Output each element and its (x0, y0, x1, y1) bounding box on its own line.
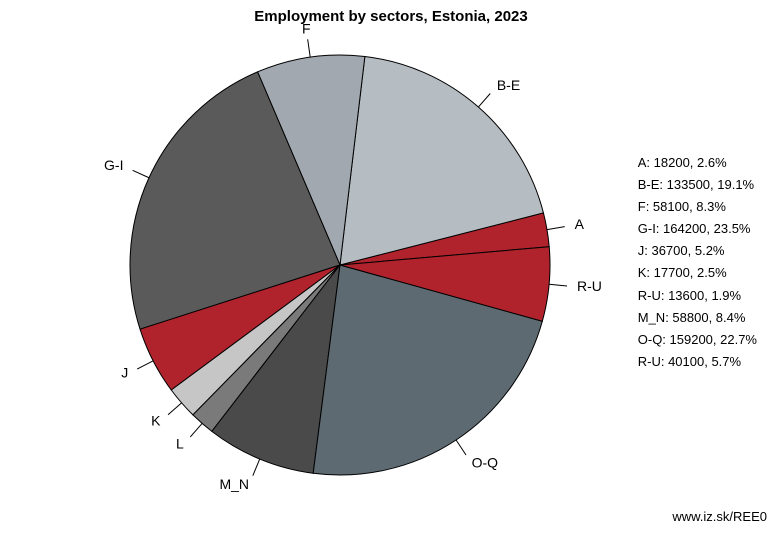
legend-item: M_N: 58800, 8.4% (638, 307, 757, 329)
legend-item: R-U: 13600, 1.9% (638, 285, 757, 307)
legend-item: A: 18200, 2.6% (638, 152, 757, 174)
legend-item: B-E: 133500, 19.1% (638, 174, 757, 196)
legend-item: K: 17700, 2.5% (638, 262, 757, 284)
leader-line (549, 284, 567, 286)
slice-label-j: J (121, 365, 128, 381)
slice-label-ru: R-U (577, 278, 602, 294)
legend: A: 18200, 2.6%B-E: 133500, 19.1%F: 58100… (638, 152, 757, 373)
slice-label-a: A (575, 216, 585, 232)
leader-line (133, 170, 149, 177)
leader-line (253, 459, 260, 476)
leader-line (190, 423, 202, 437)
legend-item: F: 58100, 8.3% (638, 196, 757, 218)
slice-label-l: L (176, 436, 184, 452)
slice-label-mn: M_N (219, 476, 249, 492)
legend-item: G-I: 164200, 23.5% (638, 218, 757, 240)
slice-label-be: B-E (497, 77, 520, 93)
leader-line (547, 227, 565, 230)
leader-line (137, 361, 153, 369)
credit-text: www.iz.sk/REE0 (672, 509, 767, 524)
chart-title: Employment by sectors, Estonia, 2023 (0, 8, 782, 25)
legend-item: J: 36700, 5.2% (638, 240, 757, 262)
pie-chart-container: Employment by sectors, Estonia, 2023 A B-… (0, 0, 782, 532)
leader-line (308, 39, 311, 57)
legend-item: O-Q: 159200, 22.7% (638, 329, 757, 351)
leader-line (478, 93, 490, 107)
legend-item: R-U: 40100, 5.7% (638, 351, 757, 373)
leader-line (168, 403, 182, 415)
slice-label-gi: G-I (104, 157, 123, 173)
slice-label-k: K (151, 412, 161, 428)
leader-line (456, 440, 466, 455)
slice-label-oq: O-Q (472, 454, 499, 470)
